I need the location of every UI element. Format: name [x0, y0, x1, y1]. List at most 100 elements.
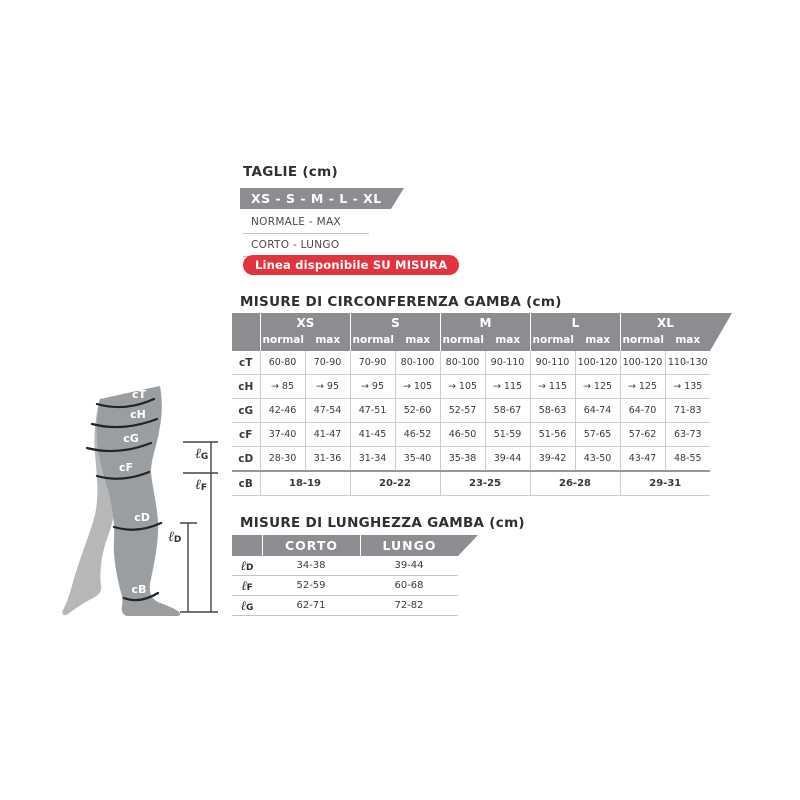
band-cB: [122, 591, 160, 602]
len-table-body: ℓD 34-38 39-44 ℓF 52-59 60-68 ℓG 62-71 72-82: [232, 556, 458, 616]
value-cell-span: 18-19: [259, 470, 350, 496]
sub-header: normal: [442, 334, 485, 346]
length-header-corner: [232, 535, 262, 556]
band-label-cT: cT: [132, 388, 147, 401]
ruler-label-lG: ℓG: [195, 446, 208, 462]
band-cH: [90, 417, 159, 429]
value-cell: 43-50: [574, 446, 620, 471]
table-row: cH → 85 → 95 → 95 → 105 → 105 → 115 → 115 → 125 →…: [232, 374, 710, 399]
value-cell: 80-100: [439, 351, 485, 375]
value-cell: → 105: [394, 374, 440, 399]
value-cell: 60-68: [360, 575, 458, 596]
length-grid: ℓD 34-38 39-44 ℓF 52-59 60-68 ℓG 62-71 72-82: [232, 556, 458, 616]
column-header-corto: CORTO: [262, 535, 360, 556]
length-table-title: MISURE DI LUNGHEZZA GAMBA (cm): [240, 515, 525, 531]
size-label: L: [571, 316, 580, 330]
table-row: ℓD 34-38 39-44: [232, 556, 458, 576]
value-cell: 72-82: [360, 595, 458, 616]
value-cell: 35-40: [394, 446, 440, 471]
size-label: XL: [657, 316, 674, 330]
value-cell: 28-30: [259, 446, 305, 471]
value-cell: → 85: [259, 374, 305, 399]
value-cell: 51-59: [484, 422, 530, 447]
value-cell: 58-67: [484, 398, 530, 423]
value-cell: 62-71: [262, 595, 360, 616]
size-group-xl: XL normal max: [620, 313, 710, 351]
value-cell: 57-65: [574, 422, 620, 447]
value-cell: 34-38: [262, 556, 360, 576]
value-cell: 52-60: [394, 398, 440, 423]
row-label-sub: F: [246, 582, 253, 593]
value-cell: 47-51: [349, 398, 395, 423]
row-label-script: ℓ: [240, 558, 246, 574]
value-cell: 70-90: [349, 351, 395, 375]
sub-header: normal: [622, 334, 665, 346]
table-row: cF 37-40 41-47 41-45 46-52 46-50 51-59 51-56 57-…: [232, 422, 710, 447]
row-label: cD: [232, 446, 260, 471]
value-cell: 48-55: [664, 446, 710, 471]
length-table: CORTO LUNGO ℓD 34-38 39-44 ℓF 52-59 60-68 ℓG 62…: [232, 535, 478, 616]
value-cell: 90-110: [529, 351, 575, 375]
size-label: S: [391, 316, 400, 330]
value-cell: 57-62: [619, 422, 665, 447]
value-cell: 47-54: [304, 398, 350, 423]
row-label-script: ℓ: [240, 598, 247, 614]
value-cell: 43-47: [619, 446, 665, 471]
sub-header: max: [315, 334, 341, 346]
value-cell: 39-42: [529, 446, 575, 471]
sizes-banner-label: XS - S - M - L - XL: [251, 191, 382, 206]
sub-header: normal: [262, 334, 305, 346]
band-label-cG: cG: [123, 432, 139, 445]
leg-measurement-diagram: cT cH cG cF cD cB ℓG ℓF ℓD: [62, 386, 218, 616]
value-cell-span: 29-31: [619, 470, 710, 496]
size-label: XS: [296, 316, 315, 330]
value-cell: → 115: [529, 374, 575, 399]
value-cell: 35-38: [439, 446, 485, 471]
value-cell: 52-59: [262, 575, 360, 596]
row-label-sub: G: [246, 602, 254, 613]
value-cell: 39-44: [360, 556, 458, 576]
sub-header: max: [585, 334, 611, 346]
value-cell: 31-34: [349, 446, 395, 471]
value-cell: → 135: [664, 374, 710, 399]
band-label-cF: cF: [119, 461, 133, 474]
sizes-banner: XS - S - M - L - XL: [240, 188, 404, 209]
value-cell: 31-36: [304, 446, 350, 471]
value-cell: 100-120: [574, 351, 620, 375]
value-cell: 41-47: [304, 422, 350, 447]
value-cell: 80-100: [394, 351, 440, 375]
value-cell: 51-56: [529, 422, 575, 447]
option-normale-max: NORMALE - MAX: [243, 211, 369, 234]
value-cell: → 95: [304, 374, 350, 399]
sub-header: normal: [532, 334, 575, 346]
front-leg-silhouette: [96, 386, 181, 616]
sub-headers: normal max: [261, 332, 350, 351]
sub-header: max: [495, 334, 521, 346]
row-label: cT: [239, 356, 253, 369]
size-label: M: [479, 316, 492, 330]
table-row-cb: cB 18-19 20-22 23-25 26-28 29-31: [232, 470, 710, 496]
value-cell: 46-50: [439, 422, 485, 447]
band-cG: [85, 441, 153, 453]
row-label: cH: [232, 374, 260, 399]
sub-header: max: [675, 334, 701, 346]
value-cell: 37-40: [259, 422, 305, 447]
value-cell: 52-57: [439, 398, 485, 423]
sub-headers: normal max: [351, 332, 440, 351]
value-cell: 39-44: [484, 446, 530, 471]
table-row: ℓG 62-71 72-82: [232, 595, 458, 616]
value-cell: 71-83: [664, 398, 710, 423]
row-label: cB: [232, 470, 260, 496]
value-cell-span: 20-22: [349, 470, 440, 496]
value-cell: 90-110: [484, 351, 530, 375]
sub-headers: normal max: [441, 332, 530, 351]
sub-headers: normal max: [621, 332, 710, 351]
row-label: cF: [232, 422, 260, 447]
band-label-cB: cB: [132, 583, 147, 596]
band-cD: [112, 521, 163, 531]
value-cell: → 125: [574, 374, 620, 399]
